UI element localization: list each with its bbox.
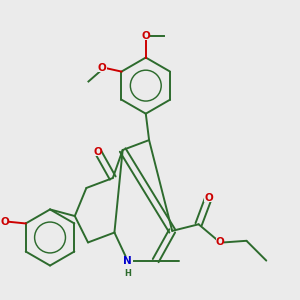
FancyBboxPatch shape	[94, 148, 102, 156]
Text: O: O	[141, 31, 150, 41]
Text: O: O	[204, 193, 213, 203]
Text: N: N	[123, 256, 132, 266]
Text: O: O	[216, 237, 224, 248]
FancyBboxPatch shape	[98, 64, 106, 72]
Text: O: O	[98, 63, 107, 73]
Text: H: H	[124, 268, 131, 278]
Text: O: O	[94, 147, 102, 157]
FancyBboxPatch shape	[216, 238, 224, 247]
FancyBboxPatch shape	[1, 218, 9, 226]
FancyBboxPatch shape	[122, 256, 134, 266]
FancyBboxPatch shape	[204, 194, 213, 202]
Text: O: O	[1, 217, 9, 227]
FancyBboxPatch shape	[142, 32, 150, 40]
